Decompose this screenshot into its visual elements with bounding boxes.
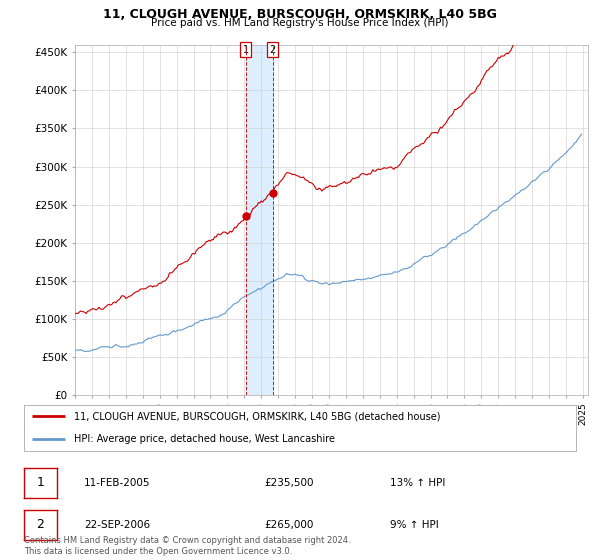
Text: 11, CLOUGH AVENUE, BURSCOUGH, ORMSKIRK, L40 5BG (detached house): 11, CLOUGH AVENUE, BURSCOUGH, ORMSKIRK, … bbox=[74, 412, 440, 421]
Text: £235,500: £235,500 bbox=[264, 478, 314, 488]
Text: 1: 1 bbox=[242, 45, 249, 55]
Text: 9% ↑ HPI: 9% ↑ HPI bbox=[390, 520, 439, 530]
Text: 13% ↑ HPI: 13% ↑ HPI bbox=[390, 478, 445, 488]
Text: 1: 1 bbox=[37, 477, 44, 489]
Text: £265,000: £265,000 bbox=[264, 520, 313, 530]
Text: Price paid vs. HM Land Registry's House Price Index (HPI): Price paid vs. HM Land Registry's House … bbox=[151, 18, 449, 29]
Text: Contains HM Land Registry data © Crown copyright and database right 2024.
This d: Contains HM Land Registry data © Crown c… bbox=[24, 536, 350, 556]
Text: 22-SEP-2006: 22-SEP-2006 bbox=[84, 520, 150, 530]
Bar bbox=[246, 45, 272, 395]
Text: HPI: Average price, detached house, West Lancashire: HPI: Average price, detached house, West… bbox=[74, 435, 335, 444]
Text: 11, CLOUGH AVENUE, BURSCOUGH, ORMSKIRK, L40 5BG: 11, CLOUGH AVENUE, BURSCOUGH, ORMSKIRK, … bbox=[103, 8, 497, 21]
Text: 2: 2 bbox=[269, 45, 275, 55]
Text: 2: 2 bbox=[37, 519, 44, 531]
Text: 11-FEB-2005: 11-FEB-2005 bbox=[84, 478, 151, 488]
